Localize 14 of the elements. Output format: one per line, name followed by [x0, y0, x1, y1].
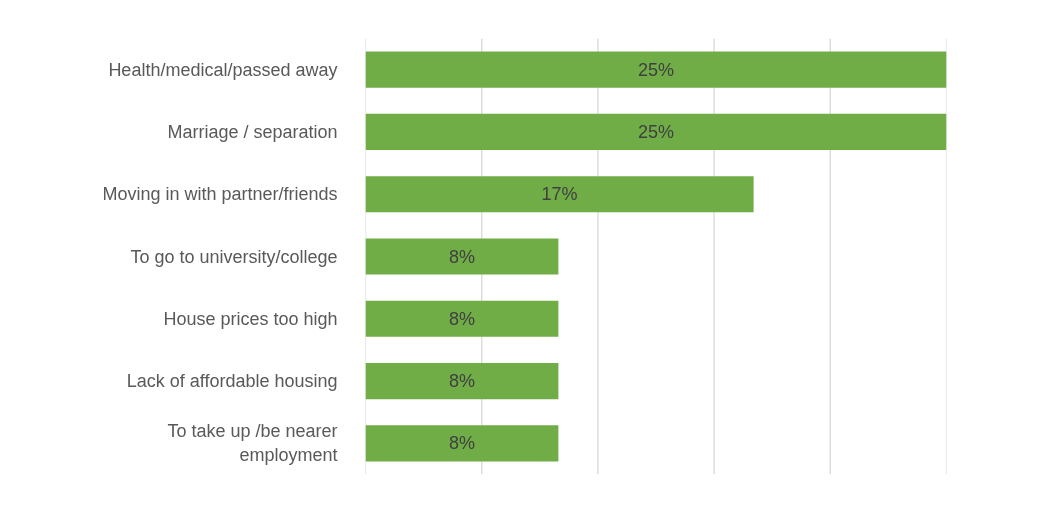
data-label: 17%: [541, 184, 578, 205]
data-label: 25%: [637, 121, 675, 142]
y-tick-label: Marriage / separation: [167, 121, 338, 142]
y-tick-label: To go to university/college: [130, 246, 338, 267]
y-tick-label: Lack of affordable housing: [126, 371, 338, 392]
data-label: 8%: [448, 308, 475, 329]
y-tick-label: To take up /be nearer employment: [167, 421, 338, 466]
y-tick-label: Moving in with partner/friends: [102, 184, 338, 205]
data-label: 8%: [448, 433, 475, 454]
data-label: 25%: [637, 59, 675, 80]
data-label: 8%: [448, 371, 475, 392]
data-label: 8%: [448, 246, 475, 267]
y-tick-label: Health/medical/passed away: [108, 59, 338, 80]
y-tick-label: House prices too high: [163, 308, 338, 329]
